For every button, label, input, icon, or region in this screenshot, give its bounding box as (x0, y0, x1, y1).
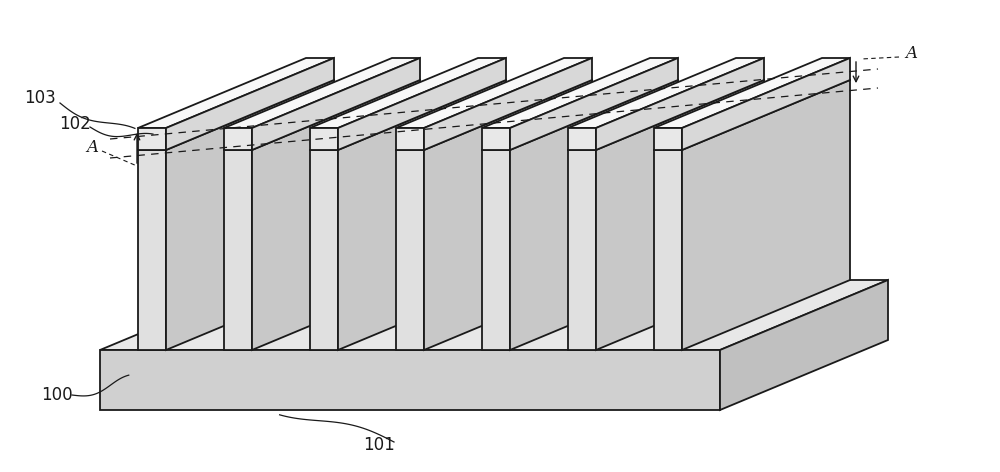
Polygon shape (396, 128, 424, 150)
Polygon shape (166, 80, 334, 350)
Polygon shape (100, 280, 888, 350)
Polygon shape (310, 150, 338, 350)
Polygon shape (424, 80, 592, 350)
Text: A: A (86, 140, 98, 157)
Polygon shape (224, 128, 252, 150)
Polygon shape (682, 58, 850, 150)
Polygon shape (338, 80, 506, 350)
Polygon shape (252, 58, 420, 150)
Polygon shape (482, 128, 510, 150)
Polygon shape (568, 150, 596, 350)
Polygon shape (100, 350, 720, 410)
Polygon shape (596, 80, 764, 350)
Polygon shape (510, 80, 678, 350)
Polygon shape (482, 80, 678, 150)
Polygon shape (396, 80, 592, 150)
Text: 103: 103 (24, 89, 56, 107)
Polygon shape (596, 58, 764, 150)
Polygon shape (568, 128, 596, 150)
Polygon shape (396, 58, 592, 128)
Polygon shape (166, 58, 334, 150)
Polygon shape (482, 58, 678, 128)
Text: A: A (905, 44, 917, 61)
Polygon shape (510, 58, 678, 150)
Text: 100: 100 (41, 386, 73, 404)
Polygon shape (224, 58, 420, 128)
Polygon shape (654, 128, 682, 150)
Polygon shape (654, 58, 850, 128)
Polygon shape (138, 128, 166, 150)
Polygon shape (568, 58, 764, 128)
Polygon shape (310, 128, 338, 150)
Polygon shape (424, 58, 592, 150)
Polygon shape (654, 80, 850, 150)
Polygon shape (138, 150, 166, 350)
Polygon shape (224, 80, 420, 150)
Polygon shape (338, 58, 506, 150)
Polygon shape (310, 80, 506, 150)
Polygon shape (720, 280, 888, 410)
Polygon shape (568, 80, 764, 150)
Text: 101: 101 (363, 436, 395, 454)
Polygon shape (224, 150, 252, 350)
Polygon shape (682, 80, 850, 350)
Text: 102: 102 (59, 115, 91, 133)
Polygon shape (252, 80, 420, 350)
Polygon shape (138, 58, 334, 128)
Polygon shape (396, 150, 424, 350)
Polygon shape (654, 150, 682, 350)
Polygon shape (482, 150, 510, 350)
Polygon shape (138, 80, 334, 150)
Polygon shape (310, 58, 506, 128)
